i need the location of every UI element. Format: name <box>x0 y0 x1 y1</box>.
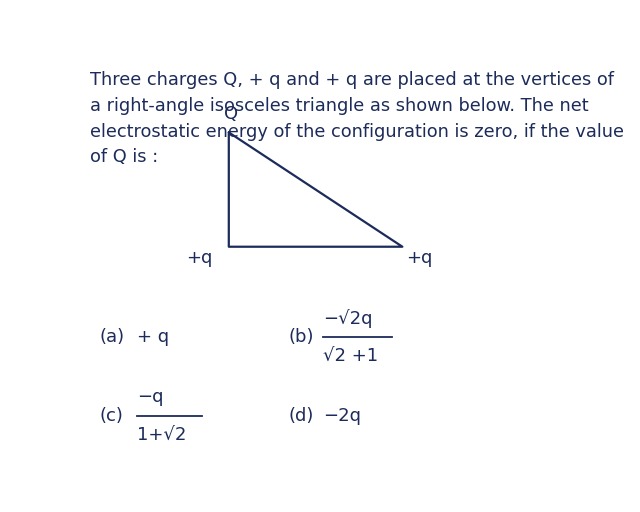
Text: (a): (a) <box>100 328 125 347</box>
Text: (c): (c) <box>100 407 124 425</box>
Text: +q: +q <box>406 249 433 267</box>
Text: + q: + q <box>137 328 169 347</box>
Text: −2q: −2q <box>323 407 361 425</box>
Text: 1+√2: 1+√2 <box>137 426 186 444</box>
Text: (b): (b) <box>288 328 314 347</box>
Text: Q: Q <box>224 104 238 122</box>
Text: Three charges Q, + q and + q are placed at the vertices of
a right-angle isoscel: Three charges Q, + q and + q are placed … <box>90 71 624 166</box>
Text: +q: +q <box>186 249 213 267</box>
Text: (d): (d) <box>288 407 314 425</box>
Text: −q: −q <box>137 388 164 407</box>
Text: √2 +1: √2 +1 <box>323 347 378 366</box>
Text: −√2q: −√2q <box>323 309 372 328</box>
